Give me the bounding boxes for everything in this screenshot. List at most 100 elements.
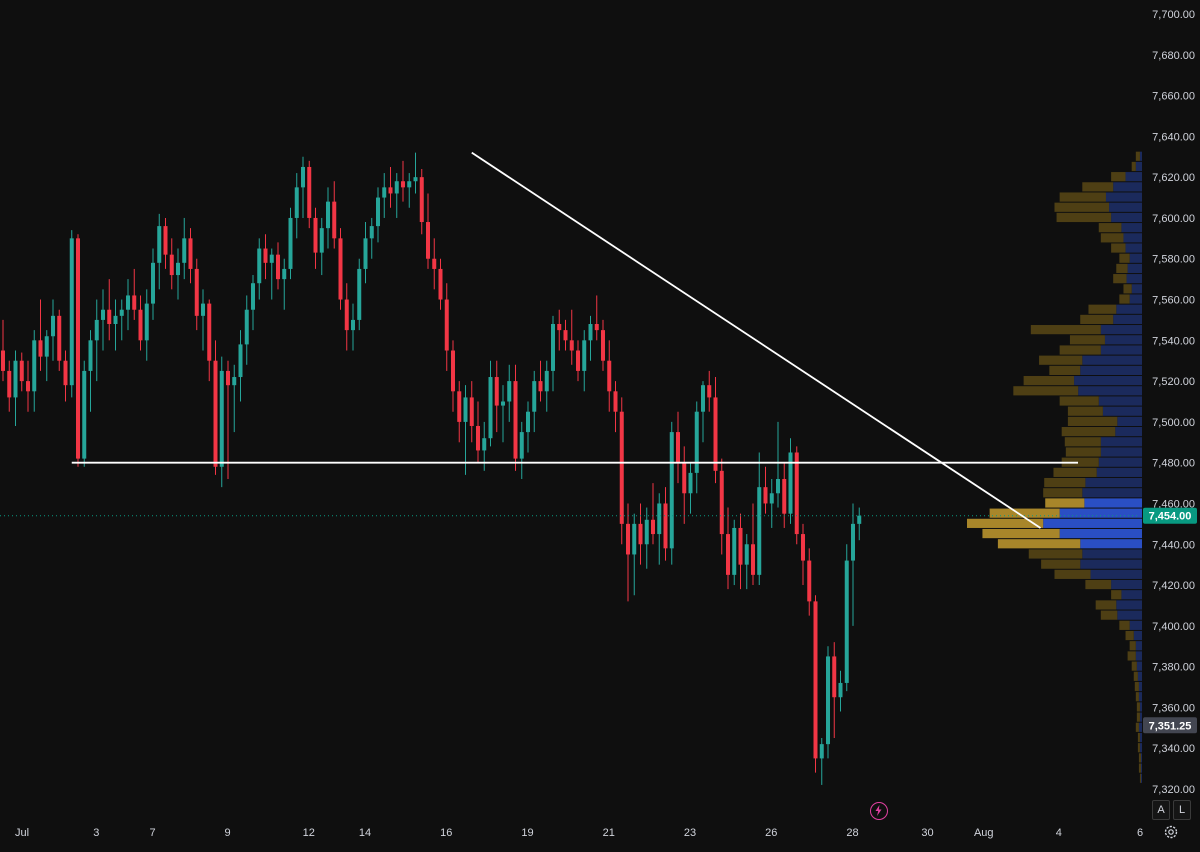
candle-body (276, 254, 280, 280)
candle-up (757, 452, 762, 586)
candle-body (19, 360, 24, 382)
volume-profile-sell-bar (1082, 182, 1114, 192)
candle-body (63, 360, 68, 386)
candle-down (751, 503, 755, 586)
candle-down (426, 193, 430, 269)
volume-profile-sell-bar (1067, 416, 1118, 426)
candle-body (438, 268, 443, 300)
gear-icon[interactable] (1163, 824, 1179, 840)
price-tick-label: 7,580.00 (1152, 254, 1195, 266)
candle-down (707, 370, 712, 412)
candle-body (626, 523, 630, 555)
candle-down (38, 299, 43, 371)
candle-down (713, 377, 718, 484)
candle-body (188, 238, 193, 269)
candle-body (413, 177, 418, 182)
candle-up (176, 248, 180, 300)
volume-profile-sell-bar (1056, 212, 1112, 223)
candle-up (788, 438, 793, 524)
candle-body (101, 309, 105, 320)
candle-up (201, 289, 205, 351)
volume-profile-buy-bar (1139, 732, 1142, 743)
volume-profile-buy-bar (1140, 773, 1142, 783)
volume-profile-sell-bar (1067, 406, 1103, 416)
candle-body (757, 487, 762, 575)
candle-down (444, 283, 449, 371)
candle-up (776, 421, 780, 508)
price-tick-label: 7,700.00 (1152, 9, 1195, 21)
time-axis[interactable]: Jul379121416192123262830Aug469 (15, 827, 1200, 839)
volume-profile-sell-bar (1080, 314, 1114, 325)
volume-profile-sell-bar (1123, 284, 1132, 294)
lightning-icon[interactable] (870, 802, 888, 820)
candle-body (401, 181, 405, 188)
volume-profile-sell-bar (1044, 477, 1086, 488)
candle-up (519, 421, 524, 479)
volume-profile-sell-bar (1113, 274, 1127, 284)
volume-profile-buy-bar (1139, 702, 1142, 712)
candle-body (376, 197, 380, 227)
candle-up (844, 544, 849, 692)
auto-scale-button[interactable]: A (1152, 800, 1170, 820)
candle-body (813, 601, 818, 759)
candle-body (157, 226, 162, 263)
candle-up (301, 156, 305, 218)
candle-up (694, 401, 699, 494)
candle-down (794, 446, 799, 545)
volume-profile-sell-bar (1119, 294, 1130, 304)
candle-body (457, 391, 462, 422)
volume-profile-sell-bar (1100, 233, 1124, 243)
price-tick-label: 7,420.00 (1152, 580, 1195, 592)
drawings-layer[interactable] (0, 151, 1140, 529)
trendline[interactable] (471, 151, 1041, 529)
volume-profile-sell-bar (1045, 498, 1085, 508)
volume-profile-sell-bar (1028, 549, 1083, 559)
candle-body (238, 344, 243, 378)
volume-profile-sell-bar (1088, 304, 1117, 314)
volume-profile-buy-bar (1085, 477, 1142, 488)
candle-down (601, 319, 605, 371)
candle-body (807, 560, 812, 602)
candle-body (607, 360, 612, 392)
volume-profile-sell-bar (1064, 437, 1101, 447)
price-axis[interactable]: 7,320.00 7,340.00 7,360.00 7,380.00 7,400.00… (1152, 9, 1195, 796)
time-tick-label: 12 (303, 827, 315, 839)
candle-up (826, 646, 830, 759)
price-tick-label: 7,500.00 (1152, 417, 1195, 429)
candle-body (551, 324, 555, 371)
candle-body (482, 438, 487, 451)
volume-profile-buy-bar (1139, 712, 1142, 722)
candle-body (844, 560, 849, 683)
volume-profile-buy-bar (1074, 376, 1142, 386)
volume-profile-sell-bar (1129, 641, 1136, 651)
candle-up (251, 275, 255, 331)
candle-down (344, 283, 349, 351)
candle-down (807, 548, 812, 616)
candle-down (7, 360, 12, 412)
candle-body (326, 201, 330, 229)
candle-up (394, 173, 399, 218)
candle-up (701, 381, 705, 443)
candle-up (282, 258, 287, 310)
price-tick-label: 7,360.00 (1152, 702, 1195, 714)
candle-up (238, 330, 243, 402)
volume-profile-sell-bar (1069, 335, 1105, 345)
candle-body (263, 248, 268, 263)
candle-down (682, 446, 687, 524)
candle-body (744, 544, 749, 565)
candle-down (194, 258, 199, 331)
candle-up (688, 462, 693, 514)
volume-profile-sell-bar (1119, 253, 1130, 263)
volume-profile-sell-bar (1137, 743, 1140, 753)
candle-body (488, 377, 493, 439)
volume-profile-buy-bar (1098, 396, 1142, 406)
volume-profile-buy-bar (1059, 528, 1142, 539)
volume-profile-buy-bar (1138, 722, 1142, 732)
volume-profile-buy-bar (1100, 325, 1142, 335)
volume-profile-sell-bar (989, 508, 1060, 518)
candle-down (432, 238, 437, 290)
log-scale-button[interactable]: L (1173, 800, 1191, 820)
candle-up (82, 360, 87, 467)
